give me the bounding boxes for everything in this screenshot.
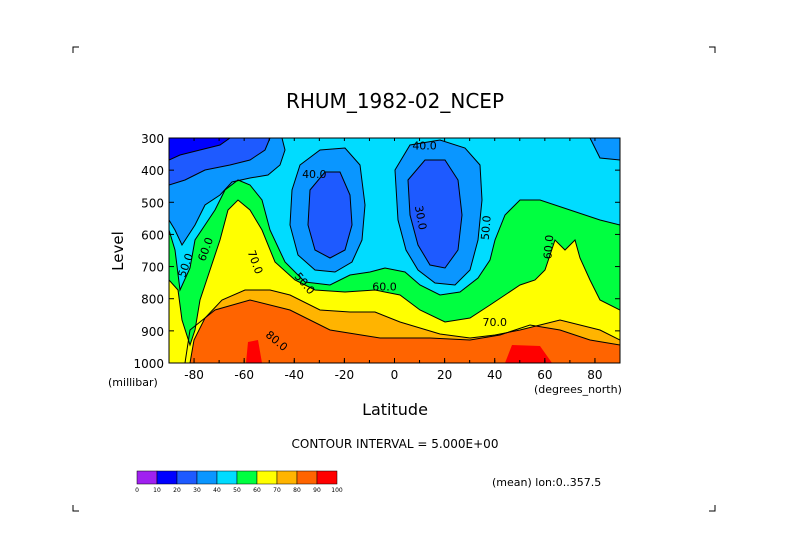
colorbar-label: 50 [233, 487, 241, 494]
x-tick-label: 20 [437, 368, 452, 382]
y-tick-label: 700 [141, 261, 164, 275]
y-tick-label: 600 [141, 228, 164, 242]
contour-lines [169, 138, 620, 363]
chart-title: RHUM_1982-02_NCEP [286, 89, 504, 113]
colorbar: 0 10 20 30 40 50 60 70 80 90 100 [135, 470, 343, 494]
colorbar-label: 40 [213, 487, 221, 494]
contour-label: 50.0 [479, 215, 494, 241]
x-axis: -80 -60 -40 -20 0 20 40 60 80 [168, 138, 621, 382]
x-tick-label: 0 [391, 368, 399, 382]
colorbar-label: 0 [135, 487, 139, 494]
colorbar-label: 10 [153, 487, 161, 494]
colorbar-swatch [196, 470, 218, 485]
colorbar-label: 100 [331, 487, 343, 494]
colorbar-swatch [296, 470, 318, 485]
colorbar-swatch [276, 470, 298, 485]
contour-fill-30-top [590, 138, 620, 160]
y-tick-label: 500 [141, 196, 164, 210]
contour-label: 60.0 [541, 234, 556, 260]
mean-text: (mean) lon:0..357.5 [492, 476, 601, 489]
colorbar-label: 30 [193, 487, 201, 494]
x-tick-label: 60 [537, 368, 552, 382]
contour-plot: 40.040.030.0 50.050.060.0 70.050.0 60.060.0… [169, 138, 620, 363]
y-tick-label: 1000 [133, 357, 164, 371]
colorbar-swatch [256, 470, 278, 485]
y-tick-label: 300 [141, 132, 164, 146]
y-axis-label: Level [109, 231, 127, 271]
x-tick-label: -80 [184, 368, 204, 382]
contour-label: 40.0 [412, 139, 437, 152]
contour-fill-20-center [308, 172, 352, 258]
x-tick-label: -40 [284, 368, 304, 382]
contour-fill-10 [169, 138, 230, 160]
colorbar-swatch [316, 470, 338, 485]
contour-label: 70.0 [482, 316, 507, 329]
colorbar-label: 90 [313, 487, 321, 494]
colorbar-swatch [136, 470, 158, 485]
y-unit-label: (millibar) [108, 376, 158, 389]
contour-label: 60.0 [372, 281, 397, 294]
contour-interval-text: CONTOUR INTERVAL = 5.000E+00 [292, 437, 499, 451]
y-tick-label: 900 [141, 325, 164, 339]
x-tick-label: -20 [335, 368, 355, 382]
colorbar-swatch [216, 470, 238, 485]
x-tick-label: 40 [487, 368, 502, 382]
contour-fill-40 [169, 138, 620, 295]
y-axis: 300 400 500 600 700 800 900 1000 [133, 132, 620, 371]
x-unit-label: (degrees_north) [534, 383, 622, 396]
colorbar-label: 20 [173, 487, 181, 494]
x-tick-label: -60 [234, 368, 254, 382]
contour-fill-90-right [505, 345, 552, 363]
colorbar-label: 60 [253, 487, 261, 494]
colorbar-swatch [236, 470, 258, 485]
y-tick-label: 400 [141, 164, 164, 178]
contour-label: 30.0 [412, 205, 429, 231]
x-tick-label: 80 [587, 368, 602, 382]
contour-fill-20-right [408, 160, 462, 268]
colorbar-label: 70 [273, 487, 281, 494]
colorbar-swatch [176, 470, 198, 485]
contour-label: 40.0 [302, 168, 327, 181]
crop-marks [72, 46, 716, 512]
colorbar-label: 80 [293, 487, 301, 494]
colorbar-swatch [156, 470, 178, 485]
y-tick-label: 800 [141, 293, 164, 307]
x-axis-label: Latitude [362, 400, 428, 419]
contour-fill-90-left [246, 340, 262, 363]
